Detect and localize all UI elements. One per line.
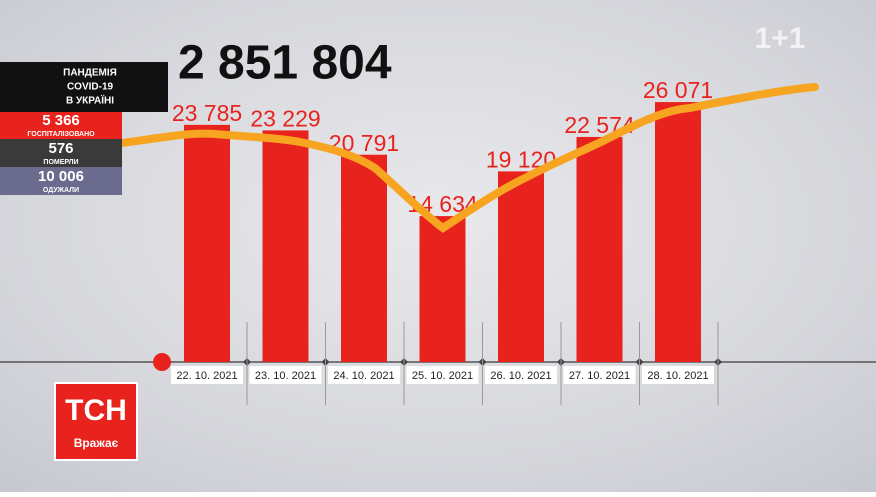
panel-title: ПАНДЕМІЯ	[63, 68, 117, 79]
channel-logo: 1+1	[755, 22, 806, 55]
panel-value: 576	[48, 140, 73, 157]
panel-label: ОДУЖАЛИ	[43, 187, 79, 194]
date-box	[563, 366, 636, 384]
date-box	[249, 366, 322, 384]
panel-value: 5 366	[42, 112, 80, 129]
panel-value: 10 006	[38, 168, 84, 185]
x-tick-label: 24. 10. 2021	[333, 370, 394, 382]
panel-title-box	[0, 62, 168, 112]
bar	[576, 136, 623, 362]
panel-label: ПОМЕРЛИ	[43, 159, 78, 166]
x-tick-label: 27. 10. 2021	[569, 370, 630, 382]
chart: 22. 10. 2021 23 785 23. 10. 2021 23 229 24. …	[171, 77, 722, 405]
x-tick-label: 28. 10. 2021	[647, 370, 708, 382]
bar	[655, 102, 701, 362]
value-label: 26 071	[643, 77, 713, 103]
bar	[419, 216, 466, 362]
panel-title: В УКРАЇНІ	[66, 94, 114, 107]
x-tick-label: 25. 10. 2021	[412, 370, 473, 382]
bar	[341, 154, 387, 362]
logo-tagline: Вражає	[74, 436, 119, 450]
date-box	[642, 366, 714, 384]
panel-row	[0, 139, 122, 167]
date-box	[171, 366, 243, 384]
panel-title: COVID-19	[67, 82, 114, 93]
panel-row	[0, 167, 122, 195]
panel-label: ГОСПІТАЛІЗОВАНО	[27, 131, 95, 138]
x-tick-label: 23. 10. 2021	[255, 370, 316, 382]
headline: 2 851 804	[178, 37, 392, 90]
date-box	[328, 366, 400, 384]
bar	[184, 124, 230, 362]
bar	[262, 130, 309, 362]
logo-box	[54, 382, 138, 461]
trend-line	[118, 83, 819, 233]
value-label: 23 229	[250, 105, 320, 131]
x-tick-label: 22. 10. 2021	[176, 370, 237, 382]
x-tick-label: 26. 10. 2021	[490, 370, 551, 382]
date-box	[406, 366, 479, 384]
bar	[498, 171, 544, 362]
logo-name: ТСН	[65, 394, 127, 427]
date-box	[485, 366, 557, 384]
virus-icon	[153, 353, 171, 371]
panel-row	[0, 112, 122, 139]
value-label: 23 785	[172, 100, 242, 126]
